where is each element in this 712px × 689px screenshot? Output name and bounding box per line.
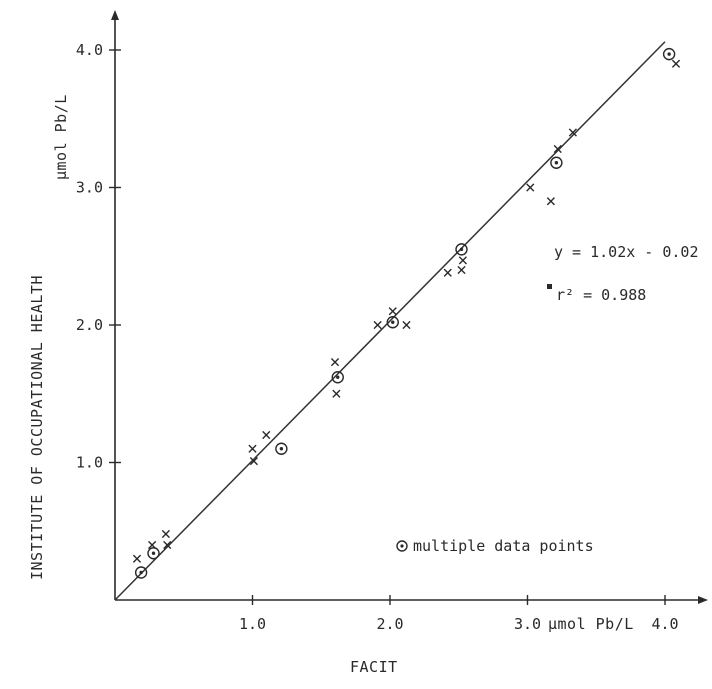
multiple-data-point xyxy=(275,442,288,455)
y-axis-arrow-icon xyxy=(111,10,119,20)
ticks: 1.0 2.0 3.0 4.0 1.0 2.0 3.0 4.0 xyxy=(76,41,679,633)
x-marker-point xyxy=(568,128,577,137)
legend-label: multiple data points xyxy=(413,537,594,555)
x-marker-point xyxy=(671,59,681,68)
x-tick-label: 1.0 xyxy=(239,615,266,633)
x-marker-point xyxy=(248,444,257,453)
multiple-data-point xyxy=(386,316,399,329)
data-points xyxy=(132,47,681,579)
x-marker-point xyxy=(330,358,340,367)
y-tick-label: 2.0 xyxy=(76,316,103,334)
legend-marker-icon xyxy=(396,540,408,552)
x-marker-point xyxy=(402,320,411,330)
regression-equation: y = 1.02x - 0.02 xyxy=(554,243,699,261)
multiple-data-point xyxy=(455,243,468,256)
y-tick-label: 1.0 xyxy=(76,454,103,472)
x-marker-point xyxy=(249,457,258,466)
multiple-data-point xyxy=(662,47,676,61)
x-marker-point xyxy=(373,320,382,330)
multiple-data-point xyxy=(550,156,563,169)
x-marker-point xyxy=(443,268,452,277)
x-marker-point xyxy=(526,183,535,192)
y-axis-title: INSTITUTE OF OCCUPATIONAL HEALTH xyxy=(28,275,46,580)
regression-line xyxy=(114,41,666,601)
regression-group xyxy=(114,41,666,601)
r-squared-label: r² = 0.988 xyxy=(556,286,646,304)
x-marker-point xyxy=(553,144,562,154)
x-marker-point xyxy=(388,307,397,316)
multiple-data-point xyxy=(331,371,344,384)
x-marker-point xyxy=(163,540,172,550)
multiple-data-point xyxy=(134,566,148,579)
x-axis-unit: µmol Pb/L xyxy=(548,615,634,633)
x-marker-point xyxy=(132,554,142,563)
y-axis-unit: µmol Pb/L xyxy=(52,94,70,180)
legend: multiple data points xyxy=(396,537,594,555)
x-tick-label: 3.0 xyxy=(514,615,541,633)
x-tick-label: 4.0 xyxy=(651,615,678,633)
x-marker-point xyxy=(161,529,170,539)
multiple-data-point xyxy=(147,547,160,560)
axes xyxy=(111,10,708,604)
x-tick-label: 2.0 xyxy=(376,615,403,633)
y-tick-label: 4.0 xyxy=(76,41,103,59)
y-tick-label: 3.0 xyxy=(76,179,103,197)
x-axis-arrow-icon xyxy=(698,596,708,604)
x-marker-point xyxy=(332,389,341,398)
x-marker-point xyxy=(457,265,466,275)
x-axis-title: FACIT xyxy=(350,658,398,676)
x-marker-point xyxy=(546,197,555,206)
r2-bullet-icon xyxy=(547,284,552,289)
x-marker-point xyxy=(458,256,467,265)
x-marker-point xyxy=(262,430,271,440)
